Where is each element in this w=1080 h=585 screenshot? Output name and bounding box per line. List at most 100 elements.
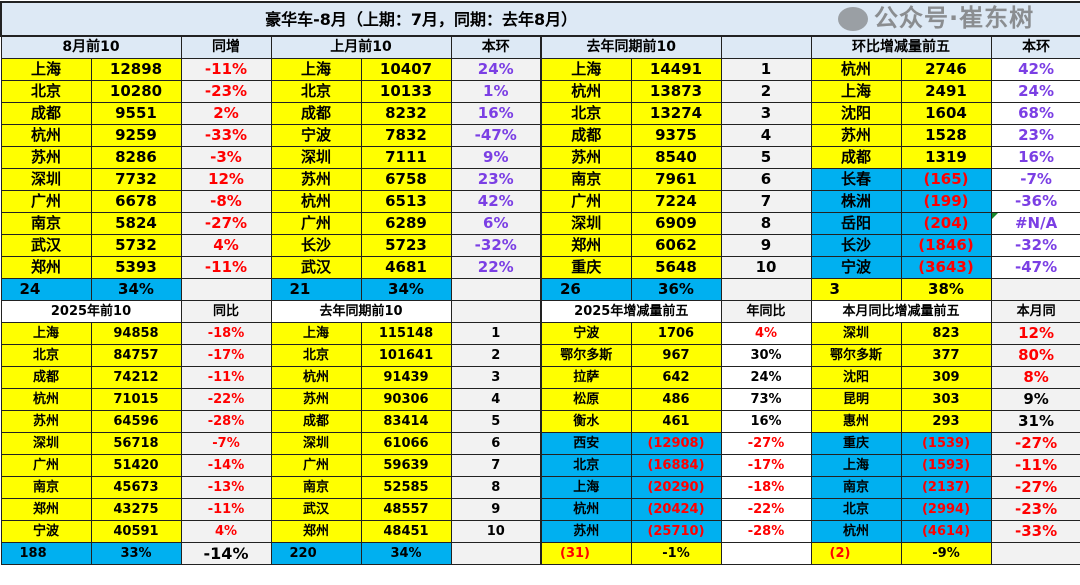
change-cell: -47% xyxy=(450,124,542,147)
city-cell: 广州 xyxy=(0,190,92,213)
value-cell: 59639 xyxy=(360,454,452,477)
change-cell: 42% xyxy=(450,190,542,213)
panel-header: 8月前10 xyxy=(0,35,182,59)
change-cell: 42% xyxy=(990,58,1080,81)
city-cell: 苏州 xyxy=(0,146,92,169)
change-cell: 68% xyxy=(990,102,1080,125)
change-cell: -22% xyxy=(180,388,272,411)
change-cell: 4% xyxy=(180,234,272,257)
table-row: 上海 12898 -11% 上海 10407 24% 上海 14491 1 杭州 2746 42% xyxy=(0,58,1080,81)
change-cell: 12% xyxy=(180,168,272,191)
value-cell: 4681 xyxy=(360,256,452,279)
change-cell: 24% xyxy=(450,58,542,81)
panel-header: 去年同期前10 xyxy=(540,35,722,59)
panel-header: 环比增减量前五 xyxy=(810,35,992,59)
value-cell: 7111 xyxy=(360,146,452,169)
city-cell: 西安 xyxy=(540,432,632,455)
summary-count: 188 xyxy=(0,542,92,565)
summary-share: 36% xyxy=(630,278,722,301)
panel-subheader: 同增 xyxy=(180,35,272,59)
city-cell: 岳阳 xyxy=(810,212,902,235)
city-cell: 杭州 xyxy=(0,124,92,147)
value-cell: 90306 xyxy=(360,388,452,411)
top-summary-row: 24 34% 21 34% 26 36% 3 38% xyxy=(0,278,1080,301)
city-cell: 杭州 xyxy=(0,388,92,411)
panel-header: 上月前10 xyxy=(270,35,452,59)
value-cell: 71015 xyxy=(90,388,182,411)
city-cell: 苏州 xyxy=(0,410,92,433)
change-cell: -32% xyxy=(450,234,542,257)
value-cell: 52585 xyxy=(360,476,452,499)
city-cell: 苏州 xyxy=(540,146,632,169)
summary-share: 34% xyxy=(360,278,452,301)
table-row: 成都 9551 2% 成都 8232 16% 北京 13274 3 沈阳 1604 68% xyxy=(0,102,1080,125)
change-cell: -7% xyxy=(990,168,1080,191)
city-cell: 昆明 xyxy=(810,388,902,411)
panel-subheader xyxy=(720,35,812,59)
city-cell: 成都 xyxy=(0,102,92,125)
value-cell: 1528 xyxy=(900,124,992,147)
change-cell: -47% xyxy=(990,256,1080,279)
summary-share: -1% xyxy=(630,542,722,565)
change-cell: 1% xyxy=(450,80,542,103)
value-cell: 6062 xyxy=(630,234,722,257)
value-cell: 1319 xyxy=(900,146,992,169)
value-cell: 12898 xyxy=(90,58,182,81)
change-cell: 16% xyxy=(720,410,812,433)
table-row: 南京 45673 -13% 南京 52585 8 上海 (20290) -18% 南京 (2137)… xyxy=(0,476,1080,499)
value-cell: 2491 xyxy=(900,80,992,103)
value-cell: 48557 xyxy=(360,498,452,521)
value-cell: 83414 xyxy=(360,410,452,433)
value-cell: 461 xyxy=(630,410,722,433)
city-cell: 深圳 xyxy=(0,432,92,455)
value-cell: 51420 xyxy=(90,454,182,477)
value-cell: 43275 xyxy=(90,498,182,521)
city-cell: 北京 xyxy=(810,498,902,521)
value-cell: 642 xyxy=(630,366,722,389)
change-cell: 23% xyxy=(450,168,542,191)
city-cell: 北京 xyxy=(540,102,632,125)
city-cell: 上海 xyxy=(270,322,362,345)
change-cell: 8 xyxy=(450,476,542,499)
summary-count: 3 xyxy=(810,278,902,301)
change-cell: -11% xyxy=(180,58,272,81)
city-cell: 郑州 xyxy=(270,520,362,543)
city-cell: 上海 xyxy=(0,58,92,81)
value-cell: (3643) xyxy=(900,256,992,279)
change-cell: -33% xyxy=(180,124,272,147)
value-cell: (204) xyxy=(900,212,992,235)
change-cell: 7 xyxy=(720,190,812,213)
value-cell: (1593) xyxy=(900,454,992,477)
summary-count: 21 xyxy=(270,278,362,301)
top-header-row: 8月前10 同增 上月前10 本环 去年同期前10 环比增减量前五 本环 xyxy=(0,35,1080,59)
city-cell: 鄂尔多斯 xyxy=(540,344,632,367)
change-cell: 6 xyxy=(720,168,812,191)
value-cell: 6289 xyxy=(360,212,452,235)
value-cell: 7732 xyxy=(90,168,182,191)
city-cell: 惠州 xyxy=(810,410,902,433)
change-cell: 24% xyxy=(990,80,1080,103)
panel-subheader: 年同比 xyxy=(720,300,812,323)
change-cell: -17% xyxy=(720,454,812,477)
change-cell: 12% xyxy=(990,322,1080,345)
city-cell: 广州 xyxy=(270,212,362,235)
city-cell: 苏州 xyxy=(270,168,362,191)
change-cell: -17% xyxy=(180,344,272,367)
value-cell: 10133 xyxy=(360,80,452,103)
value-cell: 13873 xyxy=(630,80,722,103)
city-cell: 南京 xyxy=(0,476,92,499)
summary-change xyxy=(450,278,542,301)
change-cell: 4% xyxy=(720,322,812,345)
change-cell: 2 xyxy=(720,80,812,103)
value-cell: 101641 xyxy=(360,344,452,367)
change-cell: 23% xyxy=(990,124,1080,147)
value-cell: 10407 xyxy=(360,58,452,81)
summary-share: 38% xyxy=(900,278,992,301)
city-cell: 郑州 xyxy=(540,234,632,257)
change-cell: -3% xyxy=(180,146,272,169)
summary-change xyxy=(450,542,542,565)
value-cell: 309 xyxy=(900,366,992,389)
city-cell: 沈阳 xyxy=(810,102,902,125)
table-row: 上海 94858 -18% 上海 115148 1 宁波 1706 4% 深圳 823 12% xyxy=(0,322,1080,345)
value-cell: (2137) xyxy=(900,476,992,499)
